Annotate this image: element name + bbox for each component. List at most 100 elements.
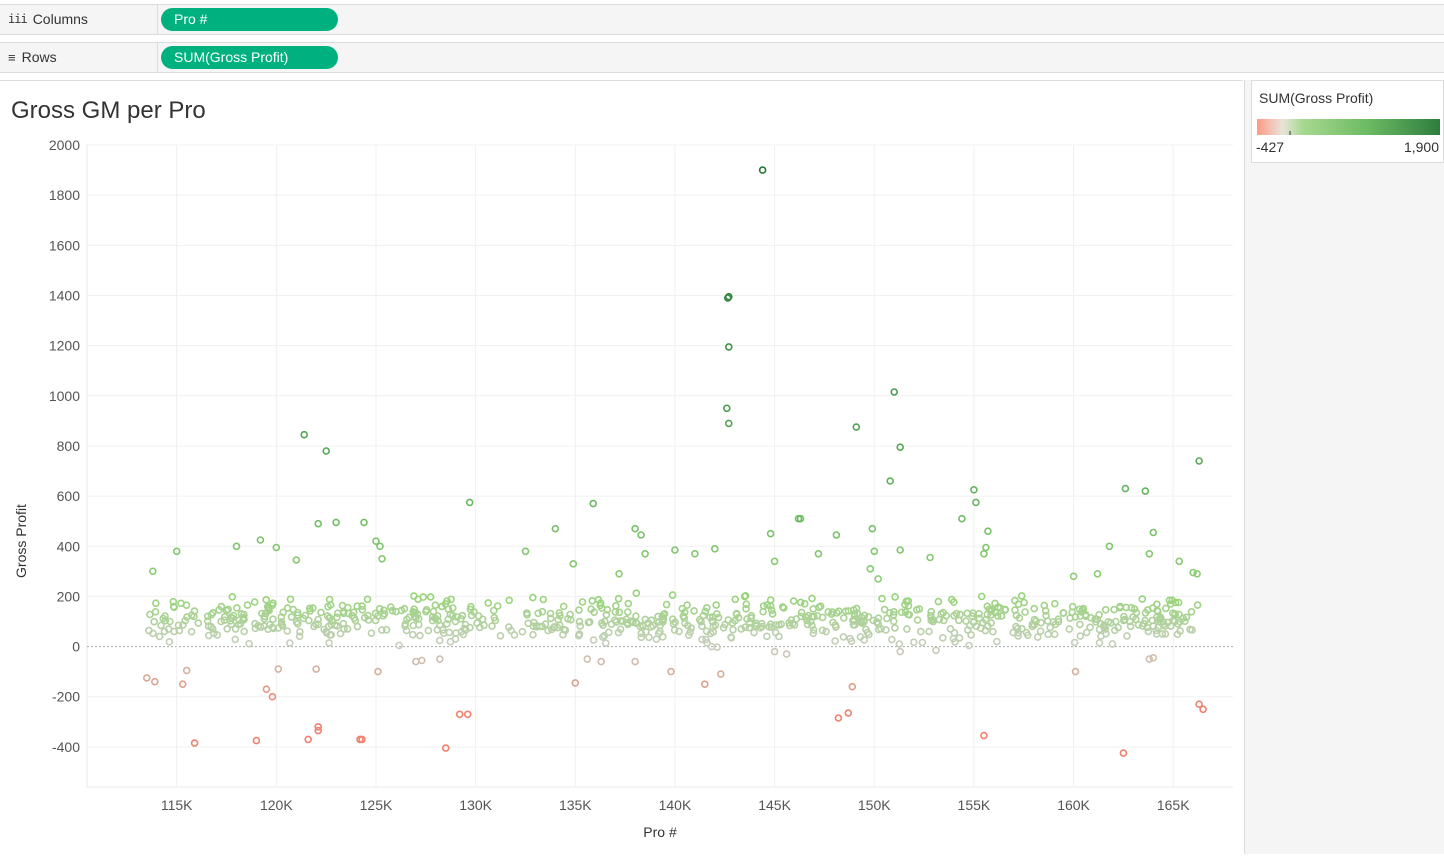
data-point [417,656,426,665]
data-point [1122,603,1130,612]
data-point [217,602,226,611]
data-point [1182,613,1191,622]
data-point [865,630,873,639]
data-point [600,631,609,640]
data-point [727,633,735,642]
data-point [1167,622,1175,630]
legend-gradient-bar[interactable] [1257,119,1440,135]
data-point [1001,605,1010,614]
data-point [1108,640,1117,648]
data-point [939,616,948,625]
data-point [382,625,391,634]
data-point [1174,598,1183,607]
data-point [841,607,850,616]
data-point [767,606,776,615]
data-point [993,612,1002,620]
data-point [987,605,996,614]
data-point [891,593,899,601]
data-point [778,603,787,611]
data-point [405,613,414,622]
y-tick-label: 1600 [49,237,80,253]
data-point [848,682,857,691]
data-point [637,531,645,539]
data-point [903,625,911,633]
data-point [782,650,791,658]
data-point [575,606,583,614]
data-point [797,612,806,621]
data-point [814,549,823,558]
data-point [145,626,153,635]
data-point [745,623,754,632]
data-point [392,607,400,616]
data-point [883,614,891,623]
data-point [575,630,584,638]
data-point [752,619,761,628]
data-point [1114,623,1122,632]
grid-lines [86,144,1233,788]
data-point [426,593,435,601]
data-point [1189,568,1197,577]
data-point [314,519,323,528]
data-point [747,614,755,622]
data-point [1145,549,1154,558]
columns-shelf: iii Columns Pro # [0,4,1444,35]
data-point [360,518,368,527]
data-point [800,599,809,608]
data-point [766,596,775,604]
data-point [660,609,669,618]
x-tick-label: 165K [1157,797,1190,813]
data-point [723,294,732,302]
data-point [444,615,453,624]
data-point [637,629,646,638]
data-point [588,596,597,605]
data-point [1076,632,1085,640]
y-tick-label: 1800 [49,187,80,203]
data-point [896,443,905,452]
data-point [632,612,640,621]
data-point [589,636,598,644]
data-point [386,603,395,611]
data-point [305,604,314,613]
data-point [1065,625,1074,633]
data-point [245,639,253,648]
data-point [600,617,609,626]
data-point [256,536,265,544]
data-point [698,622,706,631]
y-tick-label: 1000 [49,388,80,404]
data-point [431,601,440,610]
data-point [656,621,664,630]
rows-pill-gross-profit[interactable]: SUM(Gross Profit) [161,46,338,69]
data-point [594,595,603,604]
data-point [946,625,955,633]
data-point [263,602,272,611]
data-point [274,665,283,673]
data-point [1162,604,1170,613]
data-point [448,611,457,620]
y-tick-label: 1200 [49,338,80,354]
data-point [847,637,856,646]
data-point [993,637,1001,646]
x-tick-label: 125K [360,797,393,813]
data-point [890,388,899,396]
data-point [1095,638,1104,647]
data-point [1021,608,1029,616]
x-tick-label: 140K [659,797,692,813]
data-point [1042,611,1050,620]
data-point [379,611,388,620]
data-point [1102,629,1110,638]
data-point [223,624,231,633]
legend-title: SUM(Gross Profit) [1259,90,1374,106]
columns-pill-pro[interactable]: Pro # [161,8,338,31]
data-point [402,626,411,635]
data-point [257,609,266,618]
data-point [190,739,199,747]
data-point [858,619,867,628]
data-point [1193,601,1202,609]
data-point [794,514,803,523]
data-point [1037,618,1045,627]
data-point [262,685,271,694]
data-point [401,622,409,631]
data-point [839,614,848,622]
scatter-chart[interactable]: Gross GM per Pro -400 -200 0 200 400 600 800 10… [0,81,1243,855]
data-point [614,594,623,603]
